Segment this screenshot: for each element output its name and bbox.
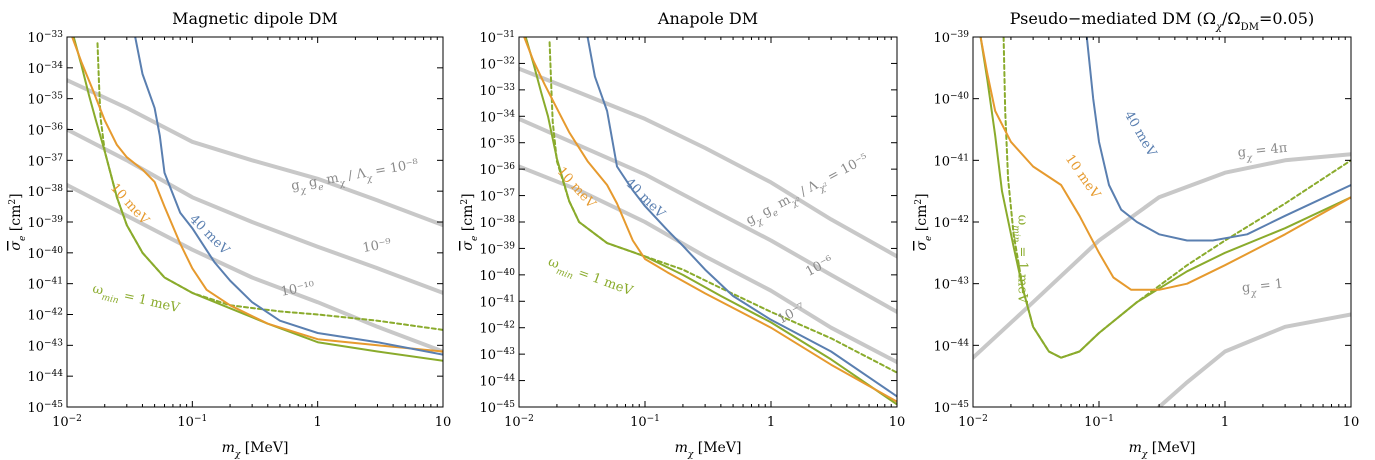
panel-3: 10−2 10−1 1 10 10−39 10−40 10−41 10−42 10−43 10−4… [914, 9, 1359, 460]
series-line-1 [519, 66, 897, 259]
y-tick-label: 10−39 [933, 30, 969, 46]
x-tick-label: 10 [435, 415, 452, 430]
x-tick-label: 1 [1221, 415, 1229, 430]
y-axis-label: σe [cm2] [8, 193, 28, 250]
y-tick-label: 10−45 [479, 400, 515, 416]
annotation-label: gχ = 1 [1241, 277, 1284, 300]
series-line-2 [519, 116, 897, 314]
y-axis-label: σe [cm2] [914, 193, 934, 250]
annotation-label: ωmin = 1 meV [545, 255, 636, 303]
x-axis-label: mχ [MeV] [675, 440, 742, 460]
annotation-label: 10⁻⁷ [775, 301, 807, 328]
annotation-label: 10 meV [107, 181, 152, 229]
series-line-6 [1085, 37, 1351, 242]
y-tick-label: 10−34 [27, 61, 63, 77]
x-tick-label: 10 [1343, 415, 1360, 430]
x-axis-label: mχ [MeV] [222, 440, 289, 460]
y-tick-label: 10−36 [27, 123, 63, 139]
panel-1: 10−2 10−1 1 10 10−33 10−34 10−35 10−36 10−37 10−3… [8, 9, 451, 460]
y-tick-label: 10−42 [479, 321, 515, 337]
y-tick-label: 10−37 [27, 153, 63, 169]
x-tick-label: 1 [767, 415, 775, 430]
y-tick-label: 10−35 [27, 92, 63, 108]
x-tick-label: 10−2 [52, 414, 82, 430]
annotation-label: gχ = 4π [1237, 141, 1289, 165]
x-tick-label: 10−2 [504, 414, 534, 430]
series-line-1 [67, 78, 443, 228]
y-tick-label: 10−38 [27, 184, 63, 200]
x-tick-label: 10−1 [630, 414, 660, 430]
y-tick-label: 10−33 [479, 83, 515, 99]
series-line-1 [973, 152, 1351, 360]
y-tick-label: 10−44 [27, 369, 63, 385]
annotation-label: 10 meV [1062, 152, 1103, 202]
annotation-label: 10 meV [554, 164, 599, 212]
y-tick-label: 10−35 [479, 136, 515, 152]
y-tick-label: 10−39 [27, 215, 63, 231]
y-tick-label: 10−38 [479, 215, 515, 231]
y-tick-label: 10−44 [933, 338, 969, 354]
series-line-6 [71, 37, 443, 353]
y-tick-label: 10−33 [27, 30, 63, 46]
series-line-2 [1157, 312, 1351, 407]
annotation-label: ωmin = 1 meV [90, 281, 181, 320]
y-tick-label: 10−42 [27, 308, 63, 324]
x-tick-label: 1 [314, 415, 322, 430]
y-tick-label: 10−31 [479, 30, 515, 46]
chart-title: Pseudo−mediated DM (Ωχ/ΩDM=0.05) [1010, 9, 1314, 33]
chart-title: Anapole DM [657, 9, 758, 28]
series-line-7 [586, 37, 897, 398]
y-tick-label: 10−34 [479, 109, 515, 125]
series-line-7 [134, 37, 443, 356]
annotation-label: 10⁻¹⁰ [280, 279, 316, 300]
series-line-4 [548, 41, 897, 374]
annotation-label: ωmin = 1 meV [1011, 215, 1030, 304]
series-line-5 [72, 37, 443, 362]
y-axis-label: σe [cm2] [460, 193, 480, 250]
y-tick-label: 10−36 [479, 162, 515, 178]
y-tick-label: 10−43 [479, 347, 515, 363]
y-tick-label: 10−45 [27, 400, 63, 416]
y-tick-label: 10−45 [933, 400, 969, 416]
series-line-6 [523, 37, 897, 403]
x-tick-label: 10−1 [1084, 414, 1114, 430]
series-line-5 [979, 37, 1351, 291]
x-tick-label: 10 [889, 415, 906, 430]
y-tick-label: 10−40 [479, 268, 515, 284]
series-line-2 [67, 127, 443, 295]
annotation-label: 10⁻⁹ [361, 236, 392, 256]
x-tick-label: 10−1 [177, 414, 207, 430]
y-tick-label: 10−40 [27, 246, 63, 262]
series-line-4 [979, 37, 1351, 359]
annotation-label: gχ ge mχ² / Λχ² = 10⁻⁵ [744, 151, 873, 232]
y-tick-label: 10−41 [27, 277, 63, 293]
annotation-label: 40 meV [1121, 109, 1159, 160]
series-line-3 [67, 183, 443, 354]
y-tick-label: 10−32 [479, 56, 515, 72]
y-tick-label: 10−41 [479, 294, 515, 310]
y-tick-label: 10−43 [933, 277, 969, 293]
series-line-5 [524, 37, 897, 406]
y-tick-label: 10−41 [933, 153, 969, 169]
series-line-4 [96, 42, 443, 331]
series-line-3 [519, 164, 897, 365]
y-tick-label: 10−43 [27, 338, 63, 354]
panel-2: 10−2 10−1 1 10 10−31 10−32 10−33 10−34 10−35 10−3… [460, 9, 905, 460]
y-tick-label: 10−44 [479, 374, 515, 390]
y-tick-label: 10−40 [933, 92, 969, 108]
y-tick-label: 10−39 [479, 241, 515, 257]
y-tick-label: 10−37 [479, 189, 515, 205]
x-axis-label: mχ [MeV] [1129, 440, 1196, 460]
y-tick-label: 10−42 [933, 215, 969, 231]
series-line-3 [1002, 37, 1351, 359]
x-tick-label: 10−2 [958, 414, 988, 430]
chart-title: Magnetic dipole DM [172, 9, 338, 28]
